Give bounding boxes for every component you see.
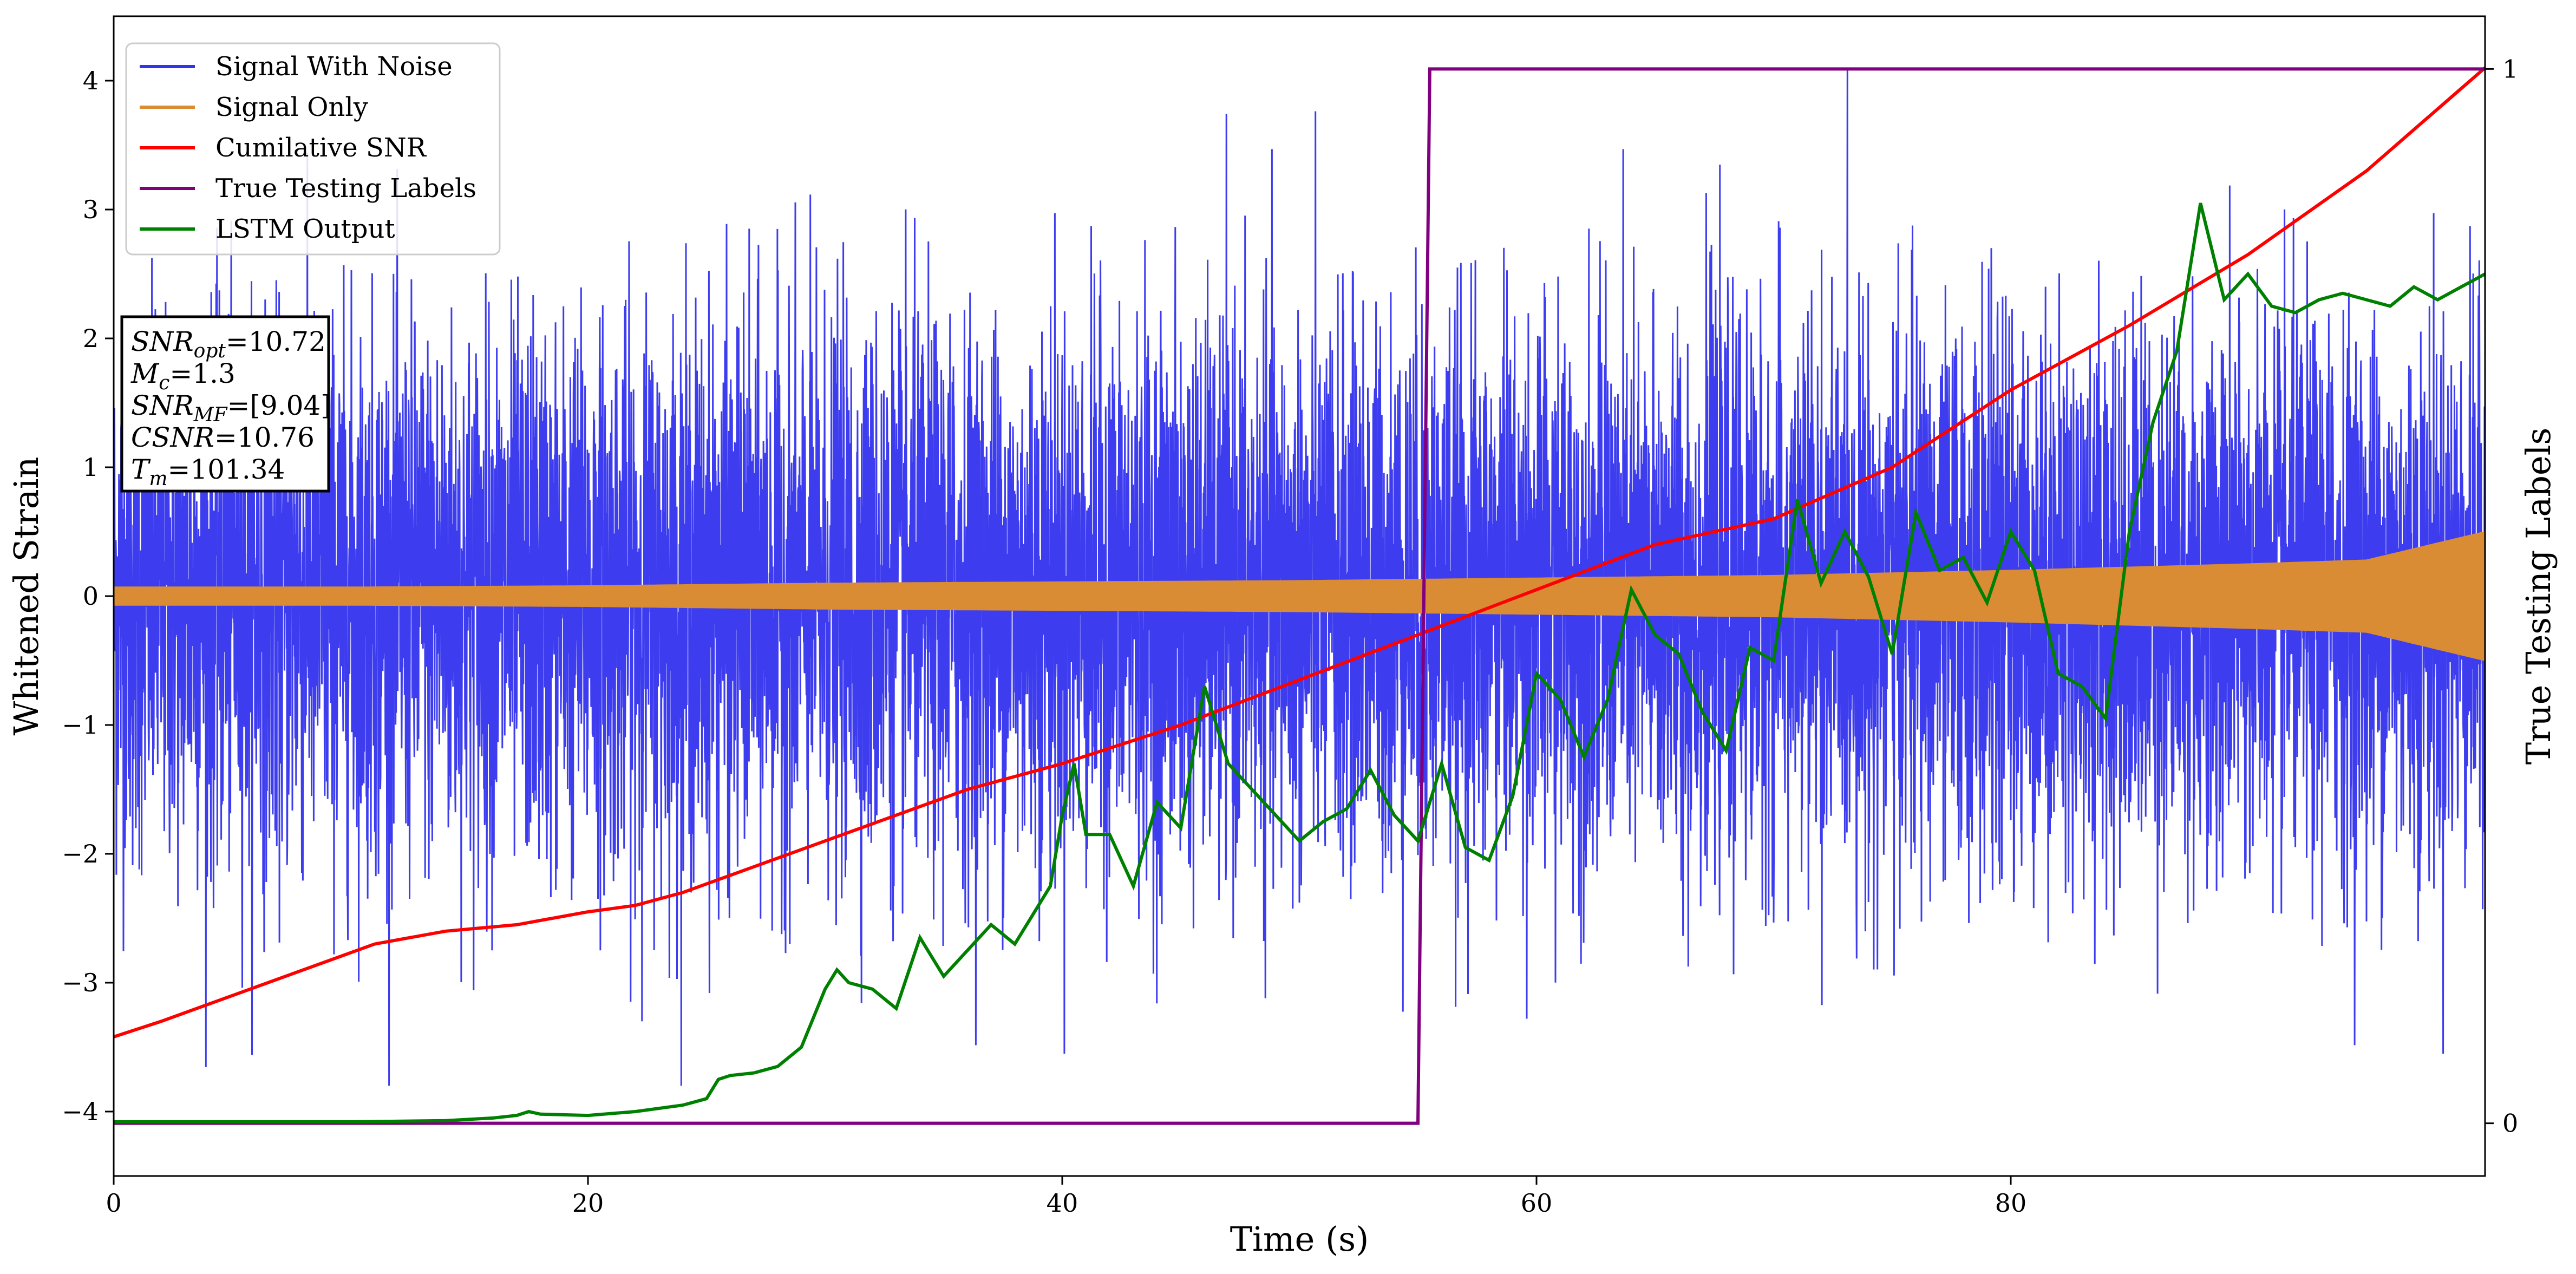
y-tick-label: 2	[83, 324, 99, 353]
parameter-line: CSNR=10.76	[131, 422, 315, 453]
y-tick-label: −4	[62, 1097, 99, 1126]
parameter-box: SNRopt=10.72Mc=1.3SNRMF=[9.04]CSNR=10.76…	[120, 315, 331, 493]
y2-tick-label: 1	[2502, 54, 2518, 83]
y-tick-label: −1	[62, 710, 99, 740]
parameter-line: Tm=101.34	[131, 454, 285, 490]
y-tick-label: −3	[62, 968, 99, 997]
parameter-line: SNRMF=[9.04]	[131, 390, 331, 426]
y-tick-label: 0	[83, 582, 99, 611]
series-cumulative-snr	[114, 66, 2485, 1038]
legend: Signal With Noise Signal Only Cumilative S…	[125, 42, 501, 256]
series-true-testing-labels	[114, 67, 2485, 1125]
y2-axis-label: True Testing Labels	[2519, 428, 2558, 765]
y-tick-label: 1	[83, 453, 99, 482]
y-tick-label: 3	[83, 195, 99, 224]
x-tick-label: 0	[106, 1188, 121, 1218]
x-tick-label: 20	[572, 1188, 604, 1218]
parameter-box-frame	[120, 315, 330, 493]
y2-tick-label: 0	[2502, 1109, 2518, 1138]
legend-label: Signal Only	[215, 92, 368, 122]
series-signal-only	[114, 531, 2485, 662]
parameter-line: SNRopt=10.72	[131, 326, 326, 362]
y-axis-label: Whitened Strain	[6, 457, 46, 736]
legend-label: True Testing Labels	[215, 173, 476, 204]
x-tick-label: 80	[1995, 1188, 2027, 1218]
legend-label: LSTM Output	[215, 214, 395, 244]
legend-frame	[125, 42, 501, 256]
legend-label: Cumilative SNR	[215, 133, 427, 163]
x-axis-label: Time (s)	[1230, 1219, 1369, 1259]
parameter-line: Mc=1.3	[130, 358, 236, 394]
series-lstm-output	[114, 202, 2485, 1123]
x-tick-label: 40	[1047, 1188, 1078, 1218]
legend-label: Signal With Noise	[215, 51, 453, 82]
series-signal-with-noise	[114, 68, 2485, 1086]
series-layer	[114, 66, 2485, 1125]
x-tick-label: 60	[1521, 1188, 1553, 1218]
y-tick-label: −2	[62, 839, 99, 868]
y-tick-label: 4	[83, 66, 99, 95]
